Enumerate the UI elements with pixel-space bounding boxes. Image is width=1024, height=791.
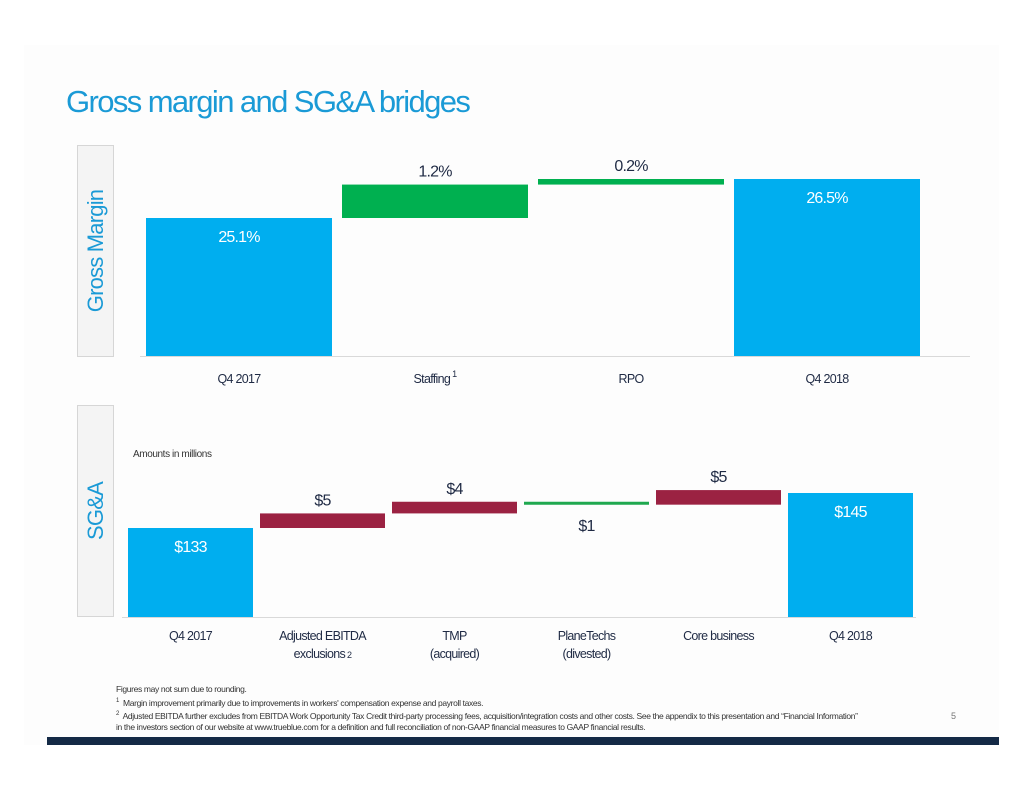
chart-1-category-label-1: Adjusted EBITDA (279, 629, 367, 643)
footnote-2-text: Adjusted EBITDA further excludes from EB… (122, 710, 858, 721)
footnote-1: 1 Margin improvement primarily due to im… (116, 696, 858, 709)
sga-side-box: SG&A (77, 405, 114, 617)
chart-0-bar-1 (342, 184, 528, 218)
footnote-rounding: Figures may not sum due to rounding. (116, 684, 247, 694)
chart-0-bar-3 (734, 179, 920, 356)
chart-1-bar-5 (788, 493, 913, 617)
chart-1-data-label-5: $145 (834, 504, 867, 521)
chart-0-category-label-1: Staffing 1 (414, 369, 458, 386)
chart-1-category-label-3: PlaneTechs (558, 629, 616, 643)
chart-1-bar-3 (524, 501, 649, 505)
footnote-1-marker: 1 (116, 697, 119, 704)
chart-0-data-label-1: 1.2% (418, 164, 452, 181)
chart-0-category-label-0: Q4 2017 (217, 372, 261, 386)
chart-1-data-label-2: $4 (446, 481, 463, 498)
chart-1-category-superscript-1: 2 (347, 650, 352, 660)
chart-1-category-label-4: Core business (683, 629, 754, 643)
footnotes: Figures may not sum due to rounding. 1 M… (116, 684, 858, 734)
chart-0-category-label-3: Q4 2018 (805, 372, 849, 386)
chart-1-category-label-1-line2: exclusions 2 (294, 647, 352, 661)
chart-1-category-label-5: Q4 2018 (829, 629, 873, 643)
footnote-2-continued: in the investors section of our website … (116, 722, 646, 733)
chart-0-category-superscript-1: 1 (452, 369, 457, 379)
chart-1-bar-1 (260, 513, 385, 528)
footer-bar (47, 737, 999, 745)
footnote-2: 2 Adjusted EBITDA further excludes from … (116, 709, 858, 722)
chart-0-category-label-2: RPO (619, 372, 645, 386)
footnote-1-text: Margin improvement primarily due to impr… (123, 697, 484, 708)
chart-1-data-label-4: $5 (710, 469, 727, 486)
slide-background (24, 45, 999, 745)
chart-1-bar-0 (128, 528, 253, 617)
chart-1-data-label-0: $133 (174, 539, 207, 556)
chart-0-bar-2 (538, 179, 724, 185)
chart-1-data-label-3: $1 (578, 518, 595, 535)
footnote-2-marker: 2 (116, 710, 119, 717)
chart-0-data-label-0: 25.1% (218, 229, 260, 246)
page-number: 5 (951, 711, 957, 721)
chart-1-data-label-1: $5 (314, 492, 331, 509)
chart-0-data-label-2: 0.2% (614, 158, 648, 175)
chart-0-bar-0 (146, 218, 332, 356)
slide-title: Gross margin and SG&A bridges (66, 84, 471, 119)
amounts-note: Amounts in millions (133, 449, 212, 460)
chart-1-category-label-3-line2: (divested) (563, 647, 611, 661)
gross-margin-side-box: Gross Margin (77, 145, 114, 357)
chart-1-bar-2 (392, 501, 517, 514)
chart-1-category-label-2: TMP (442, 629, 467, 643)
chart-1-bar-4 (656, 490, 781, 505)
chart-1-category-label-0: Q4 2017 (169, 629, 213, 643)
chart-0-data-label-3: 26.5% (806, 190, 848, 207)
chart-1-category-label-2-line2: (acquired) (430, 647, 480, 661)
